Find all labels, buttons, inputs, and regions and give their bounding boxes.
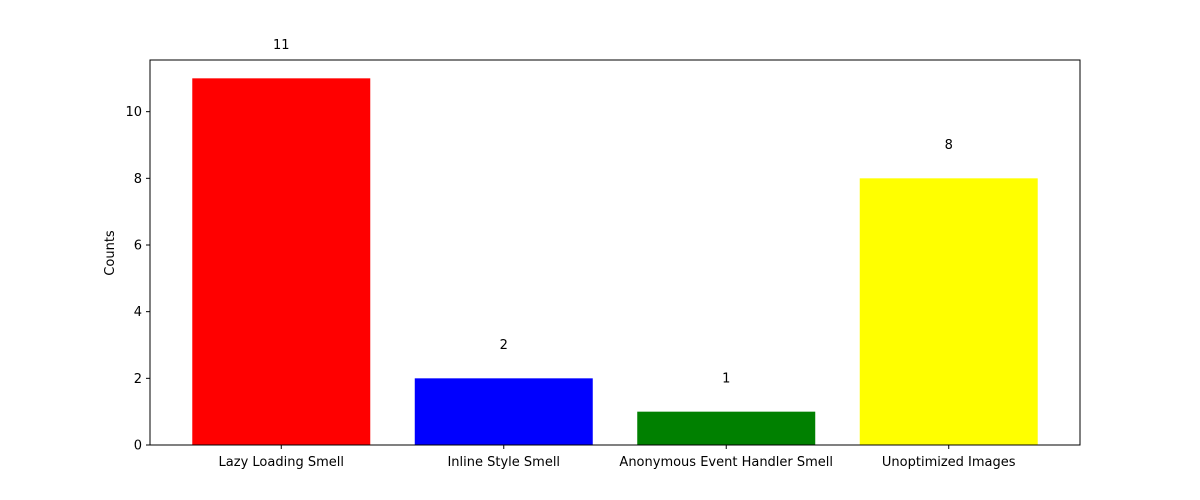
y-tick-label-6: 6 [134,239,142,254]
y-tick-label-2: 2 [134,372,142,387]
value-label-4: 8 [945,138,953,153]
value-labels-group: 11 2 1 8 [273,38,953,386]
y-tick-label-0: 0 [134,439,142,454]
bar-4 [859,178,1038,446]
bar-2 [414,378,593,445]
y-axis-label: Counts [103,230,118,276]
bar-1 [192,78,371,445]
y-tick-label-8: 8 [134,172,142,187]
value-label-1: 11 [273,38,290,53]
y-tick-label-4: 4 [134,305,142,320]
x-tick-label-4: Unoptimized Images [882,455,1016,470]
bar-3 [637,411,816,445]
value-label-2: 2 [500,338,508,353]
y-axis-ticks: 0 2 4 6 8 10 [125,105,150,454]
x-tick-label-1: Lazy Loading Smell [219,455,344,470]
x-axis-ticks: Lazy Loading Smell Inline Style Smell Anon… [219,445,1016,470]
value-label-3: 1 [722,371,730,386]
y-tick-label-10: 10 [125,105,142,120]
plot-frame [149,59,1081,446]
x-tick-label-3: Anonymous Event Handler Smell [619,455,833,470]
x-tick-label-2: Inline Style Smell [447,455,560,470]
bars-group [192,78,1038,446]
